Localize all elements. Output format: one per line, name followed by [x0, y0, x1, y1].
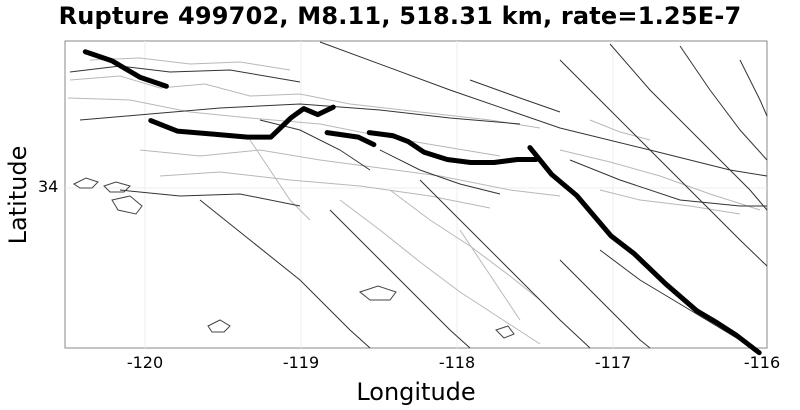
fault-line [379, 149, 501, 195]
rupture-trace [366, 130, 539, 165]
fault-subsection [69, 75, 541, 129]
fault-line [559, 59, 768, 267]
fault-line [79, 103, 521, 125]
island-outline [358, 285, 397, 301]
fault-line [469, 79, 561, 113]
coastline-islands [73, 177, 515, 339]
fault-lines [69, 41, 768, 349]
rupture-trace [148, 104, 336, 140]
rupture-traces [82, 49, 762, 356]
island-outline [111, 195, 143, 215]
fault-subsection [599, 189, 741, 215]
island-outline [207, 319, 231, 333]
x-tick-label: -116 [743, 353, 781, 372]
fault-line [329, 209, 471, 349]
fault-subsection [589, 119, 651, 141]
rupture-trace [527, 145, 762, 356]
fault-line [199, 199, 371, 349]
fault-line [559, 259, 651, 349]
fault-subsection [139, 149, 561, 197]
x-tick-label: -117 [594, 353, 632, 372]
island-outline [495, 325, 515, 339]
fault-line [119, 189, 301, 207]
island-outline [73, 177, 99, 189]
island-outline [103, 181, 131, 193]
fault-subsection [459, 229, 521, 321]
fault-subsection [89, 57, 291, 71]
x-tick-label: -119 [282, 353, 320, 372]
fault-subsection [339, 199, 541, 345]
fault-line [319, 41, 768, 177]
rupture-trace [82, 49, 169, 89]
chart-title: Rupture 499702, M8.11, 518.31 km, rate=1… [58, 2, 742, 30]
y-tick-label: 34 [38, 177, 59, 196]
rupture-trace [324, 130, 377, 148]
grid-lines [65, 41, 767, 348]
fault-subsection [249, 139, 311, 221]
fault-subsection [159, 171, 491, 209]
fault-line [739, 59, 768, 117]
fault-line [419, 179, 591, 349]
fault-subsection [389, 189, 541, 301]
fault-line [609, 43, 768, 211]
fault-line [679, 45, 768, 161]
x-tick-label: -118 [438, 353, 476, 372]
x-tick-label: -120 [126, 353, 164, 372]
x-axis-label: Longitude [356, 378, 476, 406]
fault-subsection [559, 149, 761, 211]
fault-line [69, 65, 301, 83]
fault-line [569, 159, 767, 207]
